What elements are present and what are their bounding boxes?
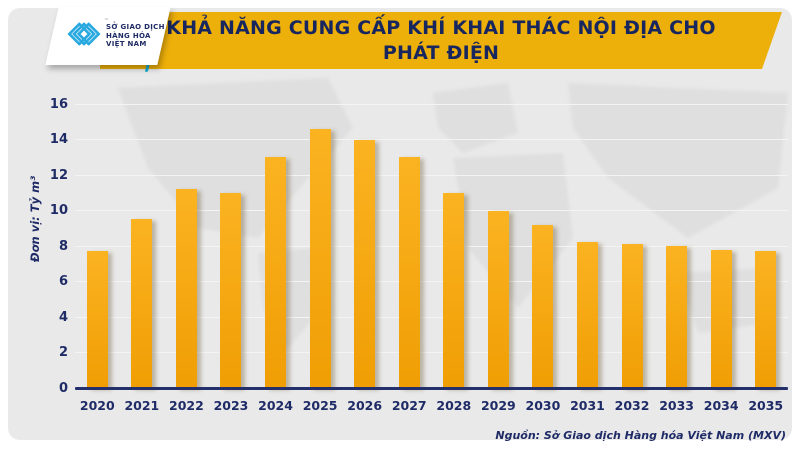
chart-title-line1: KHẢ NĂNG CUNG CẤP KHÍ KHAI THÁC NỘI ĐỊA … bbox=[166, 16, 716, 39]
x-tick-label-2029: 2029 bbox=[480, 398, 516, 413]
bar-2031 bbox=[576, 242, 598, 388]
chart-title-line2: PHÁT ĐIỆN bbox=[382, 41, 500, 64]
x-tick-label-2023: 2023 bbox=[213, 398, 249, 413]
source-note: Nguồn: Sở Giao dịch Hàng hóa Việt Nam (M… bbox=[495, 429, 786, 442]
bar-2033 bbox=[666, 246, 688, 388]
x-tick-label-2030: 2030 bbox=[525, 398, 561, 413]
y-tick-label-8: 8 bbox=[58, 238, 68, 254]
bar-2029 bbox=[487, 210, 509, 388]
gridline-y2 bbox=[75, 352, 788, 353]
x-axis-line bbox=[75, 387, 788, 390]
mxv-logo-text: SỞ GIAO DỊCH HÀNG HÓA VIỆT NAM bbox=[106, 23, 165, 49]
x-tick-label-2026: 2026 bbox=[347, 398, 383, 413]
bar-2023 bbox=[220, 192, 242, 388]
x-tick-label-2035: 2035 bbox=[748, 398, 784, 413]
x-tick-label-2020: 2020 bbox=[79, 398, 115, 413]
gridline-y10 bbox=[75, 210, 788, 211]
bar-2024 bbox=[265, 157, 287, 388]
x-tick-label-2022: 2022 bbox=[169, 398, 204, 413]
y-tick-label-4: 4 bbox=[58, 309, 68, 325]
x-tick-label-2025: 2025 bbox=[302, 398, 338, 413]
y-tick-label-12: 12 bbox=[49, 167, 68, 183]
y-tick-label-16: 16 bbox=[49, 96, 68, 112]
y-tick-label-2: 2 bbox=[58, 345, 68, 360]
bar-2032 bbox=[621, 244, 643, 388]
bar-2020 bbox=[86, 251, 108, 388]
x-tick-label-2027: 2027 bbox=[391, 398, 427, 413]
x-tick-label-2033: 2033 bbox=[659, 398, 694, 413]
logo-text-line1: SỞ GIAO DỊCH bbox=[106, 23, 165, 32]
y-tick-label-14: 14 bbox=[49, 132, 68, 147]
x-tick-label-2021: 2021 bbox=[124, 398, 160, 413]
gridline-y12 bbox=[75, 174, 788, 176]
x-tick-label-2024: 2024 bbox=[258, 398, 293, 413]
mxv-logo-card: ™ SỞ GIAO DỊCH HÀNG HÓA VIỆT NAM bbox=[45, 7, 171, 65]
gridline-y4 bbox=[75, 316, 788, 318]
y-tick-label-6: 6 bbox=[58, 274, 68, 289]
bar-2027 bbox=[398, 157, 420, 388]
trademark-symbol: ™ bbox=[104, 18, 109, 24]
bar-2026 bbox=[354, 139, 376, 388]
bar-2025 bbox=[309, 128, 331, 388]
x-tick-label-2031: 2031 bbox=[570, 398, 605, 413]
bar-2021 bbox=[131, 219, 153, 388]
bar-2034 bbox=[710, 249, 732, 388]
gridline-y14 bbox=[75, 139, 788, 140]
x-tick-label-2032: 2032 bbox=[614, 398, 650, 413]
mxv-chevrons-icon: ™ bbox=[62, 18, 109, 51]
logo-text-line3: VIỆT NAM bbox=[106, 40, 147, 49]
title-banner: KHẢ NĂNG CUNG CẤP KHÍ KHAI THÁC NỘI ĐỊA … bbox=[100, 12, 782, 69]
x-tick-label-2034: 2034 bbox=[703, 398, 739, 413]
gridline-y8 bbox=[75, 245, 788, 247]
bar-2035 bbox=[755, 251, 777, 388]
y-tick-label-0: 0 bbox=[58, 380, 68, 396]
bar-2030 bbox=[532, 224, 554, 388]
logo-text-line2: HÀNG HÓA bbox=[106, 31, 151, 40]
x-tick-label-2028: 2028 bbox=[436, 398, 472, 413]
bar-2028 bbox=[443, 192, 465, 388]
gridline-y6 bbox=[75, 281, 788, 282]
gridline-y16 bbox=[75, 103, 788, 105]
y-tick-label-10: 10 bbox=[49, 203, 68, 218]
bar-2022 bbox=[175, 189, 197, 388]
